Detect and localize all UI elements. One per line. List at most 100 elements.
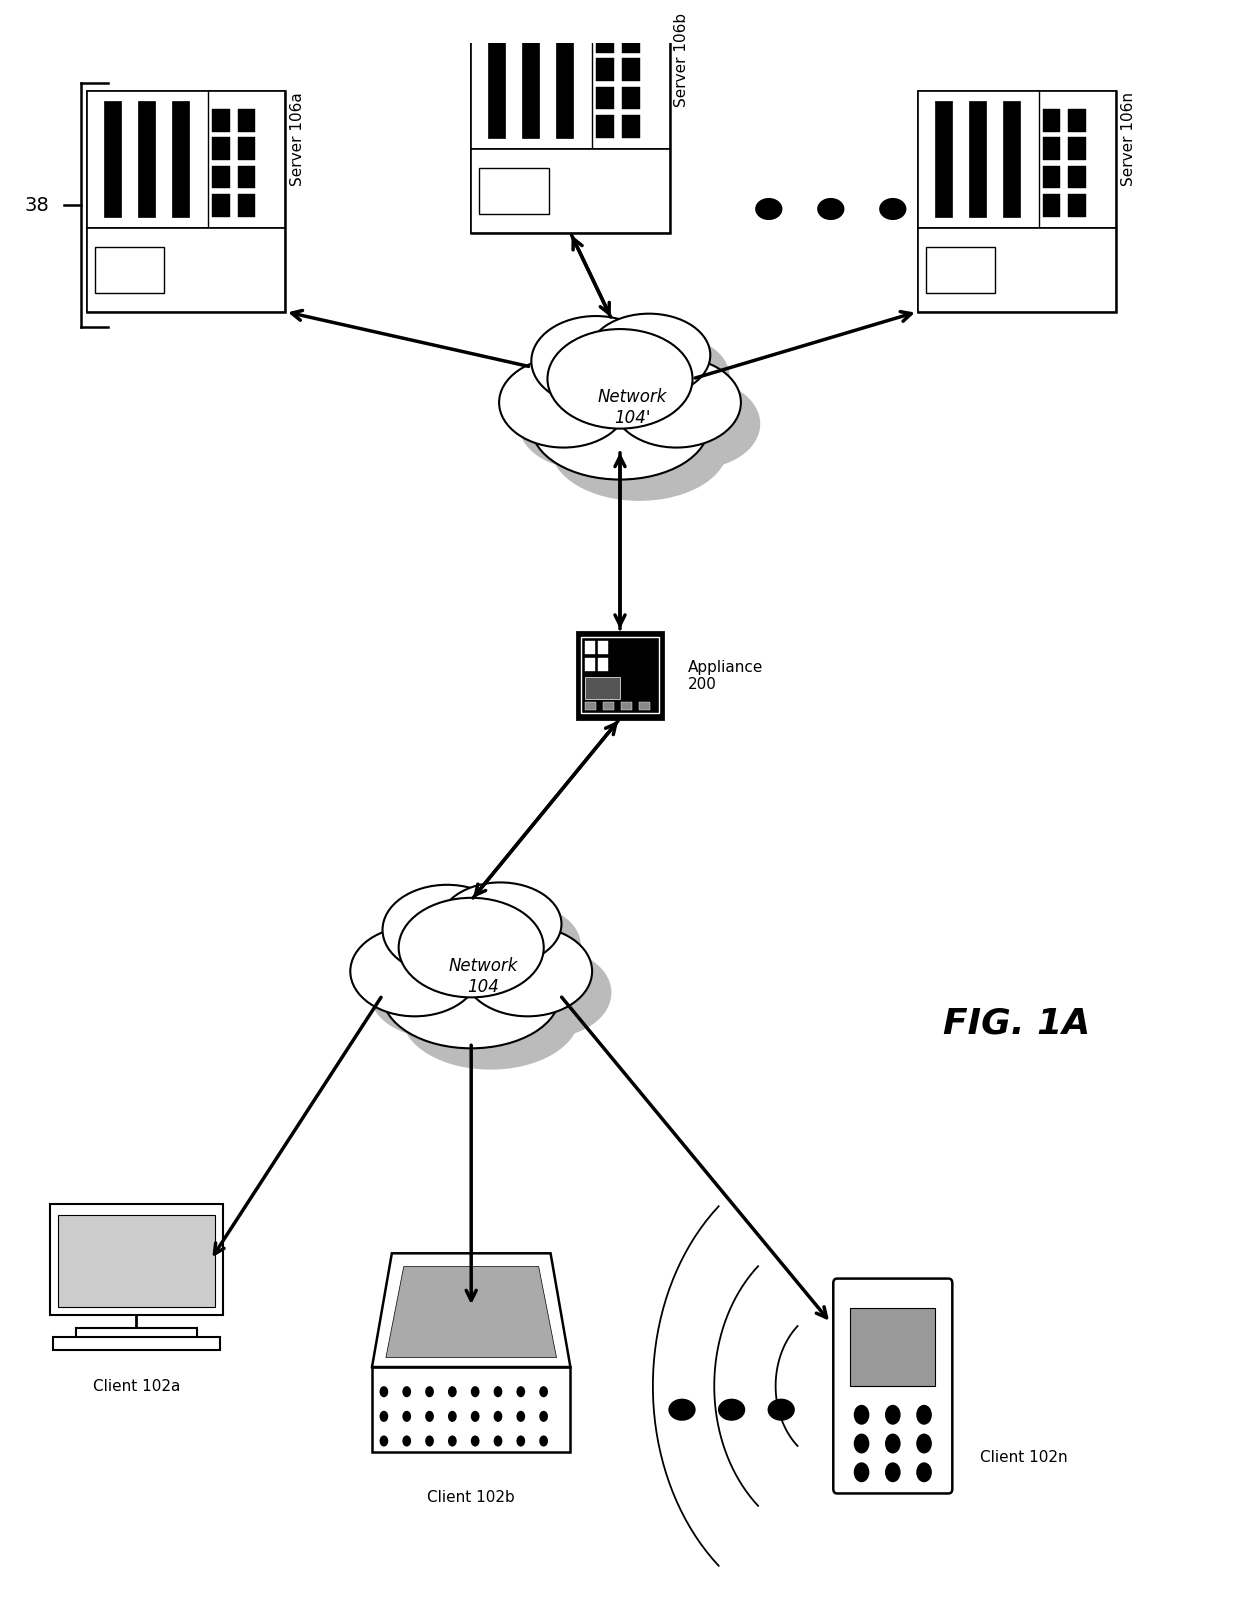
Ellipse shape [482,948,611,1039]
Circle shape [379,1436,388,1446]
FancyBboxPatch shape [212,138,229,161]
FancyBboxPatch shape [577,633,663,719]
FancyBboxPatch shape [479,169,548,216]
FancyBboxPatch shape [585,659,595,672]
FancyBboxPatch shape [833,1279,952,1493]
FancyBboxPatch shape [50,1204,223,1315]
Circle shape [853,1433,869,1454]
Polygon shape [386,1268,557,1358]
Circle shape [448,1386,456,1397]
Text: FIG. 1A: FIG. 1A [944,1006,1090,1040]
FancyBboxPatch shape [489,23,505,138]
Ellipse shape [459,904,580,987]
Circle shape [402,1436,412,1446]
FancyBboxPatch shape [603,703,614,711]
Ellipse shape [531,316,660,407]
FancyBboxPatch shape [94,248,164,294]
Circle shape [494,1386,502,1397]
Circle shape [425,1436,434,1446]
FancyBboxPatch shape [622,88,640,110]
Ellipse shape [588,315,711,398]
Ellipse shape [879,198,906,221]
Ellipse shape [370,948,498,1039]
FancyBboxPatch shape [1069,110,1086,133]
FancyBboxPatch shape [104,102,120,217]
FancyBboxPatch shape [585,677,620,700]
FancyBboxPatch shape [471,13,670,149]
Circle shape [539,1436,548,1446]
FancyBboxPatch shape [918,91,1116,229]
FancyBboxPatch shape [471,149,670,234]
Circle shape [448,1436,456,1446]
FancyBboxPatch shape [372,1367,570,1453]
FancyBboxPatch shape [596,115,614,138]
Ellipse shape [418,920,563,1019]
Text: Client 102n: Client 102n [980,1449,1068,1464]
Ellipse shape [382,941,560,1048]
Ellipse shape [631,380,760,469]
FancyBboxPatch shape [598,659,609,672]
FancyBboxPatch shape [622,31,640,54]
Text: Client 102b: Client 102b [428,1488,515,1505]
Circle shape [425,1386,434,1397]
Circle shape [402,1386,412,1397]
Circle shape [916,1406,932,1425]
FancyBboxPatch shape [1069,167,1086,190]
FancyBboxPatch shape [1043,167,1060,190]
Circle shape [402,1410,412,1422]
FancyBboxPatch shape [596,88,614,110]
Text: Network
104: Network 104 [449,956,518,995]
Circle shape [494,1436,502,1446]
Circle shape [539,1410,548,1422]
Text: Network
104': Network 104' [598,388,667,427]
Ellipse shape [817,198,844,221]
FancyBboxPatch shape [238,167,255,190]
Circle shape [885,1462,900,1482]
Text: Server 106a: Server 106a [290,93,305,187]
FancyBboxPatch shape [585,643,595,656]
Ellipse shape [548,329,692,430]
Circle shape [916,1462,932,1482]
FancyBboxPatch shape [1069,195,1086,217]
Ellipse shape [439,883,562,966]
Ellipse shape [382,885,511,975]
FancyBboxPatch shape [238,138,255,161]
Ellipse shape [518,380,647,469]
Circle shape [471,1410,480,1422]
FancyBboxPatch shape [87,91,285,229]
FancyBboxPatch shape [585,703,595,711]
Circle shape [471,1386,480,1397]
FancyBboxPatch shape [1069,138,1086,161]
Circle shape [885,1406,900,1425]
Ellipse shape [498,359,629,448]
Ellipse shape [755,198,782,221]
FancyBboxPatch shape [918,229,1116,313]
Circle shape [516,1436,526,1446]
Circle shape [853,1462,869,1482]
FancyBboxPatch shape [925,248,994,294]
Ellipse shape [398,898,543,998]
Circle shape [379,1386,388,1397]
Circle shape [425,1410,434,1422]
FancyBboxPatch shape [918,91,1116,313]
Circle shape [885,1433,900,1454]
FancyBboxPatch shape [212,110,229,133]
Circle shape [539,1386,548,1397]
Ellipse shape [464,927,593,1016]
Circle shape [853,1406,869,1425]
FancyBboxPatch shape [1043,138,1060,161]
Circle shape [494,1410,502,1422]
FancyBboxPatch shape [935,102,951,217]
FancyBboxPatch shape [1043,110,1060,133]
Circle shape [516,1410,526,1422]
FancyBboxPatch shape [851,1308,935,1386]
FancyBboxPatch shape [471,13,670,234]
Ellipse shape [532,373,709,480]
Ellipse shape [551,394,728,502]
FancyBboxPatch shape [53,1337,219,1350]
FancyBboxPatch shape [238,195,255,217]
Ellipse shape [611,359,742,448]
Circle shape [448,1410,456,1422]
FancyBboxPatch shape [557,23,573,138]
FancyBboxPatch shape [639,703,650,711]
